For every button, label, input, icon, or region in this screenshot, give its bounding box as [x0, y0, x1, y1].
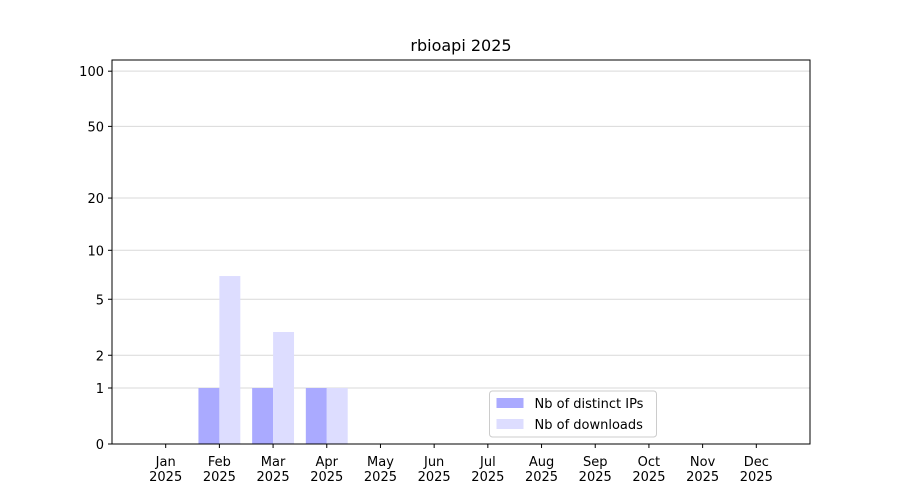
x-tick-label: 2025	[471, 470, 504, 485]
y-tick-label: 10	[87, 244, 104, 259]
x-tick-label: Oct	[638, 455, 660, 470]
x-tick-label: Dec	[744, 455, 769, 470]
plot-frame	[111, 59, 811, 445]
bar	[252, 388, 274, 444]
x-tick-label: Mar	[261, 455, 286, 470]
bar	[273, 332, 295, 444]
y-tick-label: 20	[87, 192, 104, 207]
y-tick-label: 2	[96, 349, 104, 364]
x-tick-label: Nov	[690, 455, 716, 470]
x-tick-label: 2025	[686, 470, 719, 485]
x-tick-label: 2025	[525, 470, 558, 485]
x-tick-label: Aug	[529, 455, 554, 470]
x-tick-label: Apr	[316, 455, 339, 470]
legend-label: Nb of distinct IPs	[535, 397, 644, 412]
bar	[198, 388, 220, 444]
x-tick-label: 2025	[632, 470, 665, 485]
x-tick-label: May	[367, 455, 394, 470]
x-tick-label: 2025	[740, 470, 773, 485]
x-tick-label: 2025	[257, 470, 290, 485]
y-tick-label: 0	[96, 438, 104, 453]
bar	[326, 388, 348, 444]
chart-title: rbioapi 2025	[410, 36, 511, 55]
legend-box	[489, 390, 657, 438]
bar	[219, 276, 241, 444]
x-tick-label: 2025	[203, 470, 236, 485]
x-tick-label: 2025	[310, 470, 343, 485]
x-tick-label: 2025	[364, 470, 397, 485]
x-tick-label: Jun	[423, 455, 444, 470]
x-tick-label: 2025	[149, 470, 182, 485]
legend-swatch	[496, 419, 524, 429]
legend-swatch	[496, 398, 524, 408]
y-tick-label: 5	[96, 293, 104, 308]
y-tick-label: 50	[87, 120, 104, 135]
x-tick-label: 2025	[418, 470, 451, 485]
x-tick-label: Jan	[155, 455, 176, 470]
x-tick-label: 2025	[579, 470, 612, 485]
x-tick-label: Feb	[208, 455, 231, 470]
x-tick-label: Jul	[479, 455, 496, 470]
bar	[305, 388, 327, 444]
legend-label: Nb of downloads	[535, 418, 644, 433]
x-tick-label: Sep	[583, 455, 608, 470]
y-tick-label: 1	[96, 382, 104, 397]
y-tick-label: 100	[79, 65, 104, 80]
